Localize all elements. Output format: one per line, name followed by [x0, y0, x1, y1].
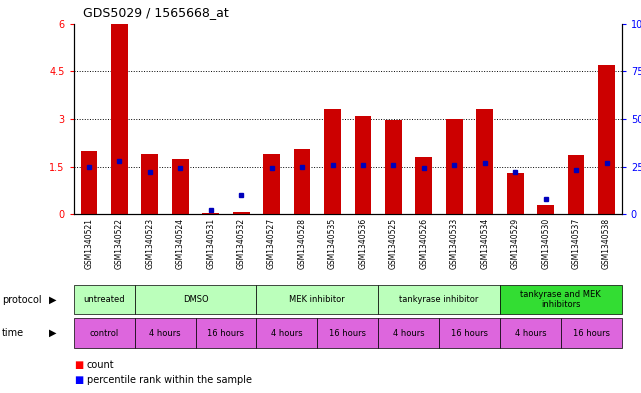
Text: protocol: protocol — [2, 295, 42, 305]
Text: GSM1340538: GSM1340538 — [602, 218, 611, 269]
Text: ■: ■ — [74, 375, 83, 386]
Text: GSM1340523: GSM1340523 — [146, 218, 154, 269]
Text: GSM1340530: GSM1340530 — [541, 218, 550, 269]
Text: GSM1340525: GSM1340525 — [389, 218, 398, 269]
Text: ▶: ▶ — [49, 328, 57, 338]
Bar — [537, 205, 554, 214]
Text: ▶: ▶ — [49, 295, 57, 305]
Bar — [203, 213, 219, 214]
Text: GSM1340534: GSM1340534 — [480, 218, 489, 269]
Bar — [385, 121, 402, 214]
Bar — [354, 116, 371, 214]
Text: GSM1340535: GSM1340535 — [328, 218, 337, 269]
Text: time: time — [2, 328, 24, 338]
Text: tankyrase inhibitor: tankyrase inhibitor — [399, 295, 479, 304]
Text: GSM1340536: GSM1340536 — [358, 218, 367, 269]
Text: untreated: untreated — [83, 295, 125, 304]
Text: GSM1340532: GSM1340532 — [237, 218, 246, 269]
Bar — [598, 65, 615, 214]
Text: ■: ■ — [74, 360, 83, 370]
Text: 4 hours: 4 hours — [393, 329, 424, 338]
Text: GSM1340533: GSM1340533 — [450, 218, 459, 269]
Text: count: count — [87, 360, 114, 370]
Text: 4 hours: 4 hours — [271, 329, 303, 338]
Text: GSM1340522: GSM1340522 — [115, 218, 124, 269]
Text: GSM1340527: GSM1340527 — [267, 218, 276, 269]
Text: GSM1340529: GSM1340529 — [511, 218, 520, 269]
Bar — [294, 149, 310, 214]
Text: 16 hours: 16 hours — [208, 329, 244, 338]
Bar — [263, 154, 280, 214]
Text: MEK inhibitor: MEK inhibitor — [290, 295, 345, 304]
Text: GDS5029 / 1565668_at: GDS5029 / 1565668_at — [83, 6, 229, 19]
Bar — [324, 109, 341, 214]
Text: 4 hours: 4 hours — [515, 329, 546, 338]
Text: 4 hours: 4 hours — [149, 329, 181, 338]
Text: GSM1340531: GSM1340531 — [206, 218, 215, 269]
Text: GSM1340526: GSM1340526 — [419, 218, 428, 269]
Text: GSM1340537: GSM1340537 — [572, 218, 581, 269]
Bar — [568, 155, 585, 214]
Bar — [446, 119, 463, 214]
Bar — [233, 212, 249, 214]
Text: control: control — [90, 329, 119, 338]
Text: GSM1340524: GSM1340524 — [176, 218, 185, 269]
Text: 16 hours: 16 hours — [329, 329, 366, 338]
Bar — [81, 151, 97, 214]
Text: 16 hours: 16 hours — [573, 329, 610, 338]
Bar — [142, 154, 158, 214]
Bar — [476, 109, 493, 214]
Bar — [507, 173, 524, 214]
Text: GSM1340528: GSM1340528 — [297, 218, 306, 269]
Bar — [111, 24, 128, 214]
Text: tankyrase and MEK
inhibitors: tankyrase and MEK inhibitors — [520, 290, 601, 309]
Text: 16 hours: 16 hours — [451, 329, 488, 338]
Bar — [415, 157, 432, 214]
Text: DMSO: DMSO — [183, 295, 208, 304]
Text: percentile rank within the sample: percentile rank within the sample — [87, 375, 251, 386]
Bar — [172, 159, 188, 214]
Text: GSM1340521: GSM1340521 — [85, 218, 94, 269]
